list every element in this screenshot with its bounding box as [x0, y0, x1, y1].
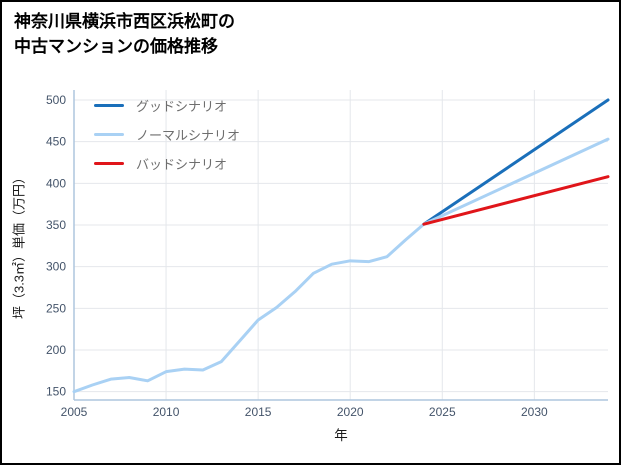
legend-label-bad-scenario: バッドシナリオ	[136, 157, 228, 172]
svg-text:500: 500	[46, 93, 66, 107]
x-axis-title: 年	[334, 428, 348, 443]
svg-text:350: 350	[46, 218, 66, 232]
legend-label-normal-scenario: ノーマルシナリオ	[136, 128, 241, 143]
legend-item-good-scenario[interactable]: グッドシナリオ	[94, 96, 240, 115]
svg-text:150: 150	[46, 385, 66, 399]
legend-item-normal-scenario[interactable]: ノーマルシナリオ	[94, 125, 240, 144]
svg-text:250: 250	[46, 301, 66, 315]
svg-text:2010: 2010	[153, 405, 180, 419]
legend-swatch-bad-scenario	[94, 162, 124, 165]
chart-legend: グッドシナリオ ノーマルシナリオ バッドシナリオ	[94, 96, 240, 173]
chart-title: 神奈川県横浜市西区浜松町の 中古マンションの価格推移	[14, 12, 235, 56]
svg-text:2015: 2015	[245, 405, 272, 419]
legend-item-bad-scenario[interactable]: バッドシナリオ	[94, 154, 240, 173]
svg-text:2030: 2030	[521, 405, 548, 419]
legend-swatch-good-scenario	[94, 104, 124, 107]
svg-text:400: 400	[46, 176, 66, 190]
svg-text:300: 300	[46, 260, 66, 274]
svg-text:2025: 2025	[429, 405, 456, 419]
legend-label-good-scenario: グッドシナリオ	[136, 99, 228, 114]
legend-swatch-normal-scenario	[94, 133, 124, 136]
plot-canvas: 150 200 250 300 350 400 450 500 2005 2010 2015 2020…	[46, 90, 610, 419]
svg-text:2005: 2005	[61, 405, 88, 419]
svg-text:200: 200	[46, 343, 66, 357]
y-axis-title: 坪（3.3㎡）単価（万円）	[11, 170, 27, 320]
svg-text:2020: 2020	[337, 405, 364, 419]
svg-text:450: 450	[46, 135, 66, 149]
chart-area: 150 200 250 300 350 400 450 500 2005 2010 2015 2020…	[2, 72, 619, 463]
